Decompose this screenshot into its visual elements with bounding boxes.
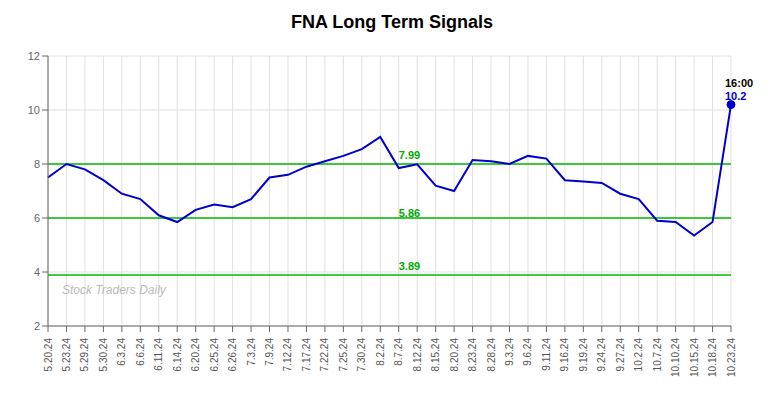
svg-text:7.3.24: 7.3.24 [246,338,257,366]
svg-text:5.86: 5.86 [399,207,420,219]
svg-text:9.19.24: 9.19.24 [578,338,589,372]
svg-text:6.20.24: 6.20.24 [190,338,201,372]
svg-text:9.27.24: 9.27.24 [615,338,626,372]
svg-text:2: 2 [34,320,40,332]
svg-text:9.11.24: 9.11.24 [541,338,552,371]
svg-text:8.15.24: 8.15.24 [430,338,441,372]
svg-text:9.24.24: 9.24.24 [596,338,607,372]
svg-text:12: 12 [28,50,40,62]
svg-text:8.7.24: 8.7.24 [393,338,404,366]
svg-text:9.16.24: 9.16.24 [559,338,570,372]
svg-text:8.20.24: 8.20.24 [449,338,460,372]
svg-text:10.15.24: 10.15.24 [689,338,700,377]
html-text:FNA Long Term Signals: FNA Long Term Signals [291,12,493,32]
svg-text:9.3.24: 9.3.24 [504,338,515,366]
svg-text:6.14.24: 6.14.24 [172,338,183,372]
svg-text:10.2: 10.2 [725,90,746,102]
svg-text:7.12.24: 7.12.24 [282,338,293,372]
svg-text:6: 6 [34,212,40,224]
html-text:Stock Traders Daily: Stock Traders Daily [62,283,166,297]
svg-text:8: 8 [34,158,40,170]
svg-text:6.3.24: 6.3.24 [116,338,127,366]
svg-text:7.17.24: 7.17.24 [301,338,312,372]
svg-text:7.9.24: 7.9.24 [264,338,275,366]
svg-text:8.2.24: 8.2.24 [375,338,386,366]
svg-text:10.23.24: 10.23.24 [726,338,737,377]
svg-text:16:00: 16:00 [725,77,753,89]
svg-text:3.89: 3.89 [399,260,420,272]
svg-text:9.6.24: 9.6.24 [522,338,533,366]
svg-text:6.25.24: 6.25.24 [209,338,220,372]
svg-text:6.11.24: 6.11.24 [153,338,164,371]
svg-text:4: 4 [34,266,40,278]
svg-text:6.26.24: 6.26.24 [227,338,238,372]
svg-text:6.6.24: 6.6.24 [135,338,146,366]
svg-text:8.28.24: 8.28.24 [486,338,497,372]
svg-text:8.23.24: 8.23.24 [467,338,478,372]
svg-text:7.25.24: 7.25.24 [338,338,349,372]
svg-text:5.20.24: 5.20.24 [43,338,54,372]
svg-text:5.29.24: 5.29.24 [79,338,90,372]
svg-text:10.7.24: 10.7.24 [652,338,663,372]
svg-text:8.12.24: 8.12.24 [412,338,423,372]
svg-text:7.30.24: 7.30.24 [356,338,367,372]
svg-text:10.18.24: 10.18.24 [707,338,718,377]
svg-text:7.22.24: 7.22.24 [319,338,330,372]
svg-text:10.10.24: 10.10.24 [670,338,681,377]
svg-text:5.30.24: 5.30.24 [98,338,109,372]
svg-text:5.23.24: 5.23.24 [61,338,72,372]
svg-text:7.99: 7.99 [399,149,420,161]
svg-text:10.2.24: 10.2.24 [633,338,644,372]
svg-text:10: 10 [28,104,40,116]
